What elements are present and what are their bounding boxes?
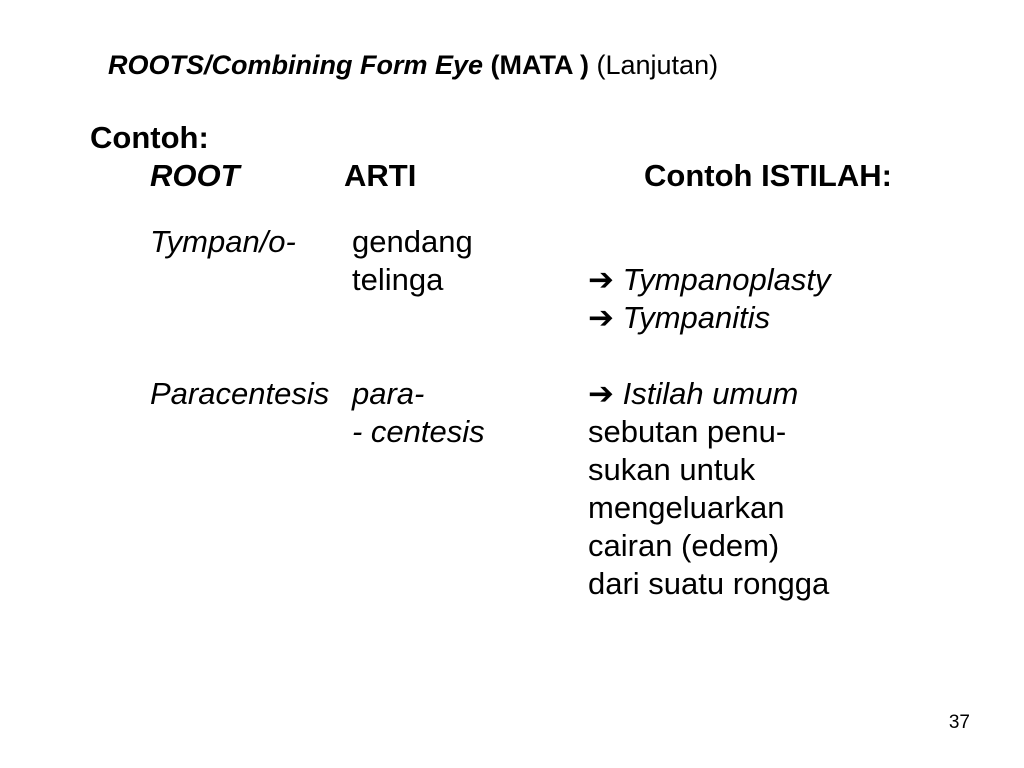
content-body: Tympan/o-gendang telinga➔ Tympanoplasty …: [90, 224, 934, 604]
title-part-1: ROOTS/Combining Form Eye: [108, 50, 491, 80]
arrow-icon: ➔: [588, 376, 614, 411]
term-text: Istilah umum: [614, 376, 798, 411]
arrow-icon: ➔: [588, 262, 614, 297]
desc-line-2: sukan untuk: [588, 452, 908, 488]
root-paracentesis: Paracentesis: [90, 376, 352, 412]
header-istilah: Contoh ISTILAH:: [644, 158, 892, 194]
arrow-icon: ➔: [588, 300, 614, 335]
term-istilah-umum: ➔ Istilah umum: [588, 376, 908, 412]
tympano-row-1: Tympan/o-gendang: [90, 224, 934, 262]
title-part-2: (MATA ): [491, 50, 597, 80]
term-tympanoplasty: ➔ Tympanoplasty: [588, 262, 908, 298]
meaning-centesis: - centesis: [352, 414, 588, 450]
contoh-label: Contoh:: [90, 120, 209, 156]
desc-line-5: dari suatu rongga: [588, 566, 908, 602]
term-text: Tympanoplasty: [614, 262, 831, 297]
meaning-para: para-: [352, 376, 588, 412]
root-tympano: Tympan/o-: [90, 224, 352, 260]
title-part-3: (Lanjutan): [597, 50, 719, 80]
paracentesis-row-5: cairan (edem): [90, 528, 934, 566]
paracentesis-row-1: Paracentesis para-➔ Istilah umum: [90, 376, 934, 414]
tympano-row-3: ➔ Tympanitis: [90, 300, 934, 338]
paracentesis-row-6: dari suatu rongga: [90, 566, 934, 604]
paracentesis-row-4: mengeluarkan: [90, 490, 934, 528]
slide-title: ROOTS/Combining Form Eye (MATA ) (Lanjut…: [108, 50, 718, 81]
page-number: 37: [949, 712, 970, 734]
paracentesis-row-3: sukan untuk: [90, 452, 934, 490]
paracentesis-row-2: - centesissebutan penu-: [90, 414, 934, 452]
header-root: ROOT: [90, 158, 344, 194]
desc-line-1: sebutan penu-: [588, 414, 908, 450]
slide: ROOTS/Combining Form Eye (MATA ) (Lanjut…: [0, 0, 1024, 768]
term-text: Tympanitis: [614, 300, 770, 335]
meaning-gendang: gendang: [352, 224, 588, 260]
blank-row: [90, 338, 934, 376]
term-tympanitis: ➔ Tympanitis: [588, 300, 908, 336]
header-arti: ARTI: [344, 158, 644, 194]
tympano-row-2: telinga➔ Tympanoplasty: [90, 262, 934, 300]
desc-line-4: cairan (edem): [588, 528, 908, 564]
column-headers: ROOTARTIContoh ISTILAH:: [90, 158, 934, 194]
meaning-telinga: telinga: [352, 262, 588, 298]
desc-line-3: mengeluarkan: [588, 490, 908, 526]
